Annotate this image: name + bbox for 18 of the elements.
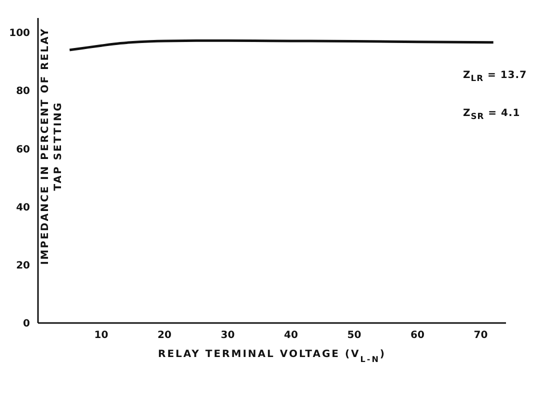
annotation: Z$_{SR}$ = 4.1 (463, 108, 520, 121)
line-series (68, 39, 495, 52)
y-tick-label: 40 (16, 202, 30, 214)
y-tick-label: 100 (9, 28, 30, 40)
x-tick-label: 60 (410, 330, 424, 342)
x-tick-label: 70 (474, 330, 488, 342)
y-tick-label: 20 (16, 260, 30, 272)
x-tick-label: 30 (220, 330, 235, 342)
x-tick-label: 10 (94, 330, 108, 342)
x-tick-label: 40 (284, 330, 298, 342)
x-tick-label: 20 (158, 330, 172, 342)
x-tick-label: 50 (347, 330, 362, 342)
y-tick-label: 0 (23, 318, 30, 330)
x-axis-title: RELAY TERMINAL VOLTAGE (V$_{L-N}$) (158, 349, 386, 364)
y-tick-label: 60 (16, 144, 30, 156)
y-tick-label: 80 (16, 86, 30, 98)
y-axis-title: IMPEDANCE IN PERCENT OF RELAY TAP SETTING (40, 27, 64, 265)
annotation: Z$_{LR}$ = 13.7 (463, 70, 528, 83)
